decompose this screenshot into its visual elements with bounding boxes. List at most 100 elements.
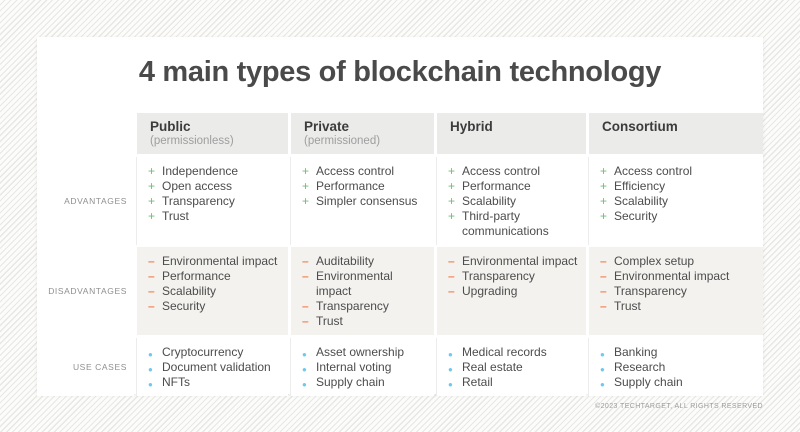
list-item-text: Access control	[614, 164, 693, 178]
minus-icon: –	[448, 284, 455, 298]
item-list: ● Banking ● Research ● Supply chain	[600, 345, 755, 390]
bullet-icon: ●	[302, 365, 307, 374]
item-list: + Independence + Open access + Transparency + T…	[148, 164, 280, 224]
minus-icon: –	[302, 254, 309, 268]
list-item-text: Scalability	[162, 284, 217, 298]
plus-icon: +	[302, 179, 310, 193]
list-item-text: Performance	[462, 179, 531, 193]
minus-icon: –	[148, 299, 155, 313]
item-list: ● Cryptocurrency ● Document validation ● NFTs	[148, 345, 280, 390]
cell-advantages-private: + Access control + Performance + Simpler cons…	[290, 157, 434, 245]
item-list: + Access control + Performance + Simpler cons…	[302, 164, 426, 209]
list-item: – Environmental impact	[600, 269, 755, 284]
list-item-text: Trust	[162, 209, 189, 223]
table-row-disadvantages: DISADVANTAGES – Environmental impact – Perfo…	[37, 247, 763, 335]
item-list: – Auditability – Environmental impact – Trans…	[302, 254, 426, 329]
list-item: + Trust	[148, 209, 280, 224]
minus-icon: –	[600, 254, 607, 268]
minus-icon: –	[302, 314, 309, 328]
plus-icon: +	[448, 164, 456, 178]
list-item: – Performance	[148, 269, 280, 284]
list-item: + Transparency	[148, 194, 280, 209]
item-list: – Complex setup – Environmental impact – Tran…	[600, 254, 755, 314]
list-item-text: Real estate	[462, 360, 523, 374]
list-item: ● Cryptocurrency	[148, 345, 280, 360]
list-item: ● Internal voting	[302, 360, 426, 375]
list-item: + Scalability	[600, 194, 755, 209]
bullet-icon: ●	[148, 350, 153, 359]
list-item: ● Asset ownership	[302, 345, 426, 360]
column-header-hybrid: Hybrid	[437, 113, 586, 154]
list-item-text: Medical records	[462, 345, 547, 359]
list-item-text: Auditability	[316, 254, 375, 268]
list-item-text: Simpler consensus	[316, 194, 418, 208]
list-item-text: Banking	[614, 345, 658, 359]
blockchain-table: Public (permissionless) Private (permission…	[37, 113, 763, 396]
bullet-icon: ●	[448, 365, 453, 374]
list-item: + Scalability	[448, 194, 578, 209]
minus-icon: –	[148, 284, 155, 298]
list-item: + Open access	[148, 179, 280, 194]
row-label-text: USE CASES	[72, 362, 127, 372]
minus-icon: –	[148, 269, 155, 283]
list-item: ● Banking	[600, 345, 755, 360]
column-name: Consortium	[602, 119, 678, 134]
list-item: – Upgrading	[448, 284, 578, 299]
list-item: – Environmental impact	[448, 254, 578, 269]
row-label-text: ADVANTAGES	[64, 196, 127, 206]
bullet-icon: ●	[302, 380, 307, 389]
list-item-text: Security	[162, 299, 206, 313]
list-item: – Environmental impact	[148, 254, 280, 269]
list-item: ● Supply chain	[600, 375, 755, 390]
list-item-text: Supply chain	[614, 375, 683, 389]
column-header-public: Public (permissionless)	[137, 113, 288, 154]
list-item-text: Access control	[462, 164, 541, 178]
list-item: – Environmental impact	[302, 269, 426, 299]
list-item: – Transparency	[600, 284, 755, 299]
list-item-text: Internal voting	[316, 360, 392, 374]
list-item-text: Third-party communications	[462, 209, 549, 238]
list-item-text: Performance	[316, 179, 385, 193]
plus-icon: +	[600, 209, 608, 223]
bullet-icon: ●	[448, 350, 453, 359]
list-item-text: Open access	[162, 179, 233, 193]
plus-icon: +	[148, 194, 156, 208]
infographic-card: 4 main types of blockchain technology Pu…	[37, 37, 763, 396]
minus-icon: –	[148, 254, 155, 268]
list-item-text: Environmental impact	[162, 254, 278, 268]
plus-icon: +	[600, 164, 608, 178]
header-spacer-cell	[37, 113, 134, 154]
item-list: + Access control + Performance + Scalability +…	[448, 164, 578, 239]
plus-icon: +	[148, 179, 156, 193]
column-subtitle: (permissioned)	[304, 135, 381, 147]
bullet-icon: ●	[148, 365, 153, 374]
item-list: + Access control + Efficiency + Scalability + S…	[600, 164, 755, 224]
plus-icon: +	[448, 209, 456, 223]
list-item-text: Efficiency	[614, 179, 666, 193]
list-item: + Performance	[448, 179, 578, 194]
list-item-text: Retail	[462, 375, 493, 389]
plus-icon: +	[448, 194, 456, 208]
column-name: Hybrid	[450, 119, 493, 134]
list-item: – Trust	[600, 299, 755, 314]
list-item-text: Transparency	[462, 269, 535, 283]
list-item: ● Supply chain	[302, 375, 426, 390]
list-item: + Independence	[148, 164, 280, 179]
cell-disadvantages-private: – Auditability – Environmental impact – Trans…	[291, 247, 434, 335]
row-label-disadvantages: DISADVANTAGES	[37, 247, 134, 335]
row-label-text: DISADVANTAGES	[48, 286, 127, 296]
list-item: + Simpler consensus	[302, 194, 426, 209]
list-item: ● Retail	[448, 375, 578, 390]
item-list: – Environmental impact – Transparency – Upgra…	[448, 254, 578, 299]
list-item-text: Document validation	[162, 360, 271, 374]
cell-use-cases-consortium: ● Banking ● Research ● Supply chain	[588, 338, 763, 396]
list-item-text: Research	[614, 360, 666, 374]
plus-icon: +	[448, 179, 456, 193]
list-item-text: Trust	[614, 299, 641, 313]
minus-icon: –	[600, 299, 607, 313]
bullet-icon: ●	[600, 350, 605, 359]
list-item-text: Performance	[162, 269, 231, 283]
bullet-icon: ●	[600, 365, 605, 374]
list-item: + Access control	[600, 164, 755, 179]
minus-icon: –	[600, 269, 607, 283]
